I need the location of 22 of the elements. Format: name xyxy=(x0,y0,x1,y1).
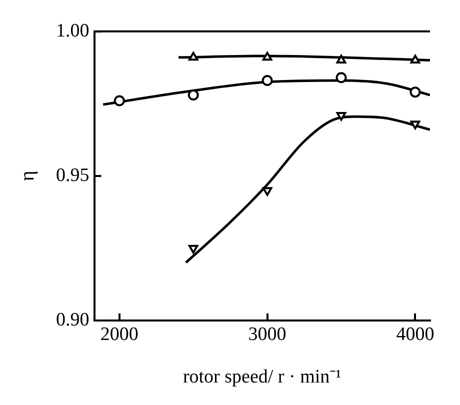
y-tick-label: 1.00 xyxy=(56,20,90,42)
point xyxy=(114,95,125,106)
point xyxy=(262,187,272,196)
point xyxy=(410,54,420,64)
point xyxy=(336,112,346,121)
x-tick-label: 2000 xyxy=(100,324,138,345)
point xyxy=(262,52,272,61)
point xyxy=(188,89,199,100)
point xyxy=(188,52,198,61)
x-axis-title: rotor speed/ r · min⁻¹ xyxy=(182,366,342,388)
point xyxy=(188,244,198,254)
point xyxy=(410,120,420,130)
x-tick-label: 3000 xyxy=(248,324,286,345)
y-tick-label: 0.90 xyxy=(56,309,90,330)
line-series xyxy=(184,115,430,264)
point xyxy=(410,86,421,98)
x-tick-label: 4000 xyxy=(396,324,434,345)
y-tick-label: 0.95 xyxy=(56,164,90,186)
point xyxy=(336,72,347,84)
y-axis-title: η xyxy=(16,170,38,182)
point xyxy=(262,75,273,86)
point xyxy=(336,54,346,64)
